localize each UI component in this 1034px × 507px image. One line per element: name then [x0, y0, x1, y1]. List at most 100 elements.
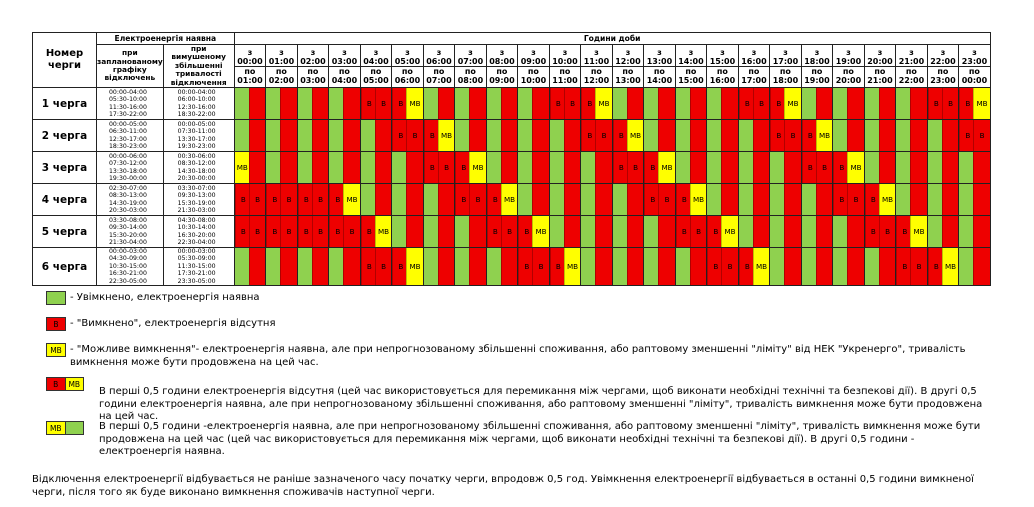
on-half: [784, 248, 801, 285]
off-half: В: [266, 216, 283, 247]
hour-cell: [265, 87, 298, 121]
hour-cell: [674, 119, 708, 153]
hour-cell: [359, 151, 393, 185]
possible-off-half: МВ: [878, 184, 895, 215]
on-half: [626, 216, 643, 247]
off-half: В: [280, 184, 297, 215]
on-half: [959, 248, 975, 285]
hour-header: з 20:00 по 21:00: [863, 43, 897, 89]
off-half: В: [770, 120, 787, 151]
hour-cell: В МВ: [422, 119, 456, 153]
hour-cell: [769, 247, 802, 287]
hour-cell: [611, 247, 645, 287]
on-half: [644, 248, 660, 285]
on-half: [802, 216, 817, 247]
on-half: [644, 216, 660, 247]
possible-off-half: МВ: [689, 184, 706, 215]
off-half: В: [658, 184, 675, 215]
off-half: В: [437, 152, 454, 183]
hour-cell: [769, 215, 802, 249]
possible-off-half: МВ: [374, 216, 391, 247]
queue-row: 1 черга 00:00-04:00 05:30-10:00 11:30-16:00…: [32, 87, 991, 121]
hour-cell: [800, 87, 834, 121]
off-half: В: [878, 216, 895, 247]
planned-times: 00:00-04:00 05:30-10:00 11:30-16:00 17:30-2…: [96, 87, 164, 121]
off-half: В: [802, 152, 818, 183]
hour-cell: [643, 119, 676, 153]
hour-header: з 08:00 по 09:00: [485, 43, 519, 89]
off-half: В: [424, 120, 440, 151]
off-half: В: [752, 88, 769, 119]
hour-header: з 19:00 по 20:00: [832, 43, 865, 89]
on-half: [865, 152, 880, 183]
off-half: В: [689, 216, 706, 247]
legend-red-yellow-text: В перші 0,5 години електроенергія відсут…: [99, 386, 983, 423]
queue-column-header: Номер черги: [32, 31, 97, 89]
on-half: [739, 152, 754, 183]
hour-cell: [674, 87, 708, 121]
on-half: [595, 152, 612, 183]
hour-cell: [296, 119, 330, 153]
hour-cell: [611, 183, 645, 217]
queue-name: 5 черга: [32, 215, 97, 249]
on-half: [770, 152, 786, 183]
hour-cell: [359, 119, 393, 153]
hour-cell: [863, 151, 897, 185]
hour-header: з 12:00 по 13:00: [611, 43, 645, 89]
hour-cell: [863, 119, 897, 153]
hour-cell: [580, 215, 613, 249]
hour-cell: [485, 247, 519, 287]
on-half: [973, 184, 990, 215]
hour-cell: [454, 215, 487, 249]
on-half: [532, 88, 549, 119]
on-half: [833, 248, 849, 285]
on-half: [248, 88, 265, 119]
hour-cell: В МВ: [769, 87, 802, 121]
on-half: [343, 88, 360, 119]
on-half: [595, 216, 612, 247]
off-half: В: [298, 216, 314, 247]
hour-cell: [800, 247, 834, 287]
on-half: [770, 248, 786, 285]
on-half: [374, 152, 391, 183]
hour-header: з 02:00 по 03:00: [296, 43, 330, 89]
on-half: [928, 120, 943, 151]
hour-cell: [832, 87, 865, 121]
off-half: В: [613, 120, 629, 151]
hour-cell: [958, 247, 991, 287]
hour-cell: [737, 183, 771, 217]
hour-cell: [926, 151, 960, 185]
on-half: [833, 216, 849, 247]
possible-off-half: МВ: [973, 88, 990, 119]
on-half: [973, 248, 990, 285]
hour-cell: В МВ: [958, 87, 991, 121]
hour-cell: [958, 215, 991, 249]
hour-cell: В МВ: [548, 247, 582, 287]
possible-off-half: МВ: [406, 88, 423, 119]
off-half: В: [865, 184, 881, 215]
on-half: [689, 152, 706, 183]
on-half: [532, 184, 549, 215]
off-half: В: [959, 120, 976, 151]
on-half: [235, 120, 250, 151]
hour-cell: В МВ: [737, 247, 771, 287]
queue-row: 6 черга 00:00-03:00 04:30-09:00 10:30-15:00…: [32, 247, 991, 287]
on-half: [455, 120, 471, 151]
planned-times: 00:00-05:00 06:30-11:00 12:30-17:00 18:30-2…: [96, 119, 164, 153]
off-half: В: [626, 152, 643, 183]
on-half: [424, 184, 439, 215]
hour-cell: [296, 151, 330, 185]
hour-header: з 01:00 по 02:00: [265, 43, 298, 89]
hour-header: з 21:00 по 22:00: [895, 43, 928, 89]
on-half: [266, 152, 282, 183]
on-half: [752, 120, 769, 151]
on-half: [878, 88, 895, 119]
